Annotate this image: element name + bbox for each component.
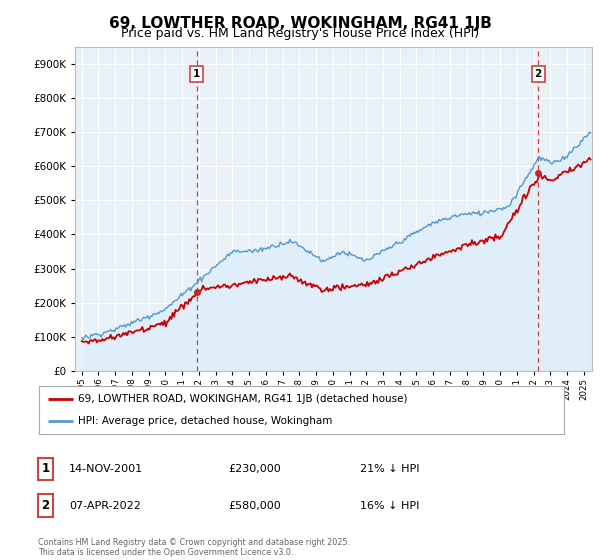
Text: £580,000: £580,000 (228, 501, 281, 511)
Text: 69, LOWTHER ROAD, WOKINGHAM, RG41 1JB: 69, LOWTHER ROAD, WOKINGHAM, RG41 1JB (109, 16, 491, 31)
Text: 69, LOWTHER ROAD, WOKINGHAM, RG41 1JB (detached house): 69, LOWTHER ROAD, WOKINGHAM, RG41 1JB (d… (79, 394, 408, 404)
Text: 2: 2 (41, 499, 50, 512)
Text: 1: 1 (41, 462, 50, 475)
Text: Price paid vs. HM Land Registry's House Price Index (HPI): Price paid vs. HM Land Registry's House … (121, 27, 479, 40)
Text: 14-NOV-2001: 14-NOV-2001 (69, 464, 143, 474)
Text: £230,000: £230,000 (228, 464, 281, 474)
Text: 2: 2 (535, 69, 542, 80)
Text: 1: 1 (193, 69, 200, 80)
Text: 21% ↓ HPI: 21% ↓ HPI (360, 464, 419, 474)
Text: 07-APR-2022: 07-APR-2022 (69, 501, 141, 511)
Text: 16% ↓ HPI: 16% ↓ HPI (360, 501, 419, 511)
Text: Contains HM Land Registry data © Crown copyright and database right 2025.
This d: Contains HM Land Registry data © Crown c… (38, 538, 350, 557)
Text: HPI: Average price, detached house, Wokingham: HPI: Average price, detached house, Woki… (79, 416, 333, 426)
